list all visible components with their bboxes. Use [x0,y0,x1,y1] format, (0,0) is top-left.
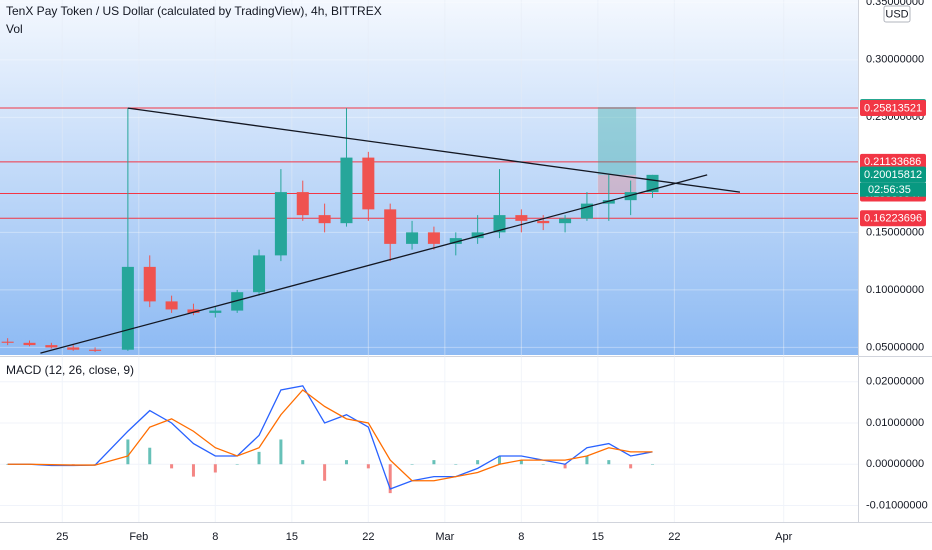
candle-body [559,218,572,224]
main-pane [0,0,858,355]
x-tick-label: Mar [435,531,454,543]
chart-title: TenX Pay Token / US Dollar (calculated b… [6,4,382,18]
price-tag-label: 0.16223696 [864,213,922,225]
macd-line [7,389,653,482]
macd-line [7,385,653,490]
x-tick-label: Feb [129,531,148,543]
candle-body [67,347,80,350]
price-tag-label: 0.21133686 [864,156,921,168]
x-tick-label: Apr [775,531,792,543]
price-tag [860,166,926,183]
candle-body [471,232,484,239]
macd-histogram-bar [279,439,283,465]
x-tick-label: 8 [518,531,524,543]
y-tick-label: 0.35000000 [866,0,924,8]
candle-body [493,215,506,233]
candle-body [45,345,58,348]
macd-tick-label: 0.00000000 [866,458,924,470]
currency-box[interactable] [883,5,911,23]
price-tag [860,153,926,170]
candle-body [340,157,353,224]
candle-body [187,309,200,313]
x-tick-label: 15 [286,531,298,543]
macd-histogram-bar [651,464,655,465]
macd-histogram-bar [497,455,501,465]
macd-histogram-bar [410,464,414,465]
candle-body [1,341,14,343]
candle-body [23,342,36,346]
macd-tick-label: 0.02000000 [866,376,924,388]
candle-body [602,200,615,204]
candle-body [274,192,287,256]
candle-body [253,255,266,293]
trendline [40,174,708,354]
countdown-box [860,182,926,197]
candle-body [384,209,397,244]
macd-histogram-bar [629,464,633,469]
macd-histogram-bar [366,464,370,469]
macd-histogram-bar [563,464,567,469]
trendline [127,107,741,193]
price-tag-label: 0.20015812 [864,169,922,181]
candle-body [406,232,419,244]
price-tag [860,210,926,227]
macd-histogram-bar [301,460,305,465]
plot [0,0,858,522]
x-tick-label: 25 [56,531,68,543]
macd-histogram-bar [126,439,130,465]
y-tick-label: 0.15000000 [866,226,924,238]
macd-histogram-bar [432,460,436,465]
macd-pane [0,358,858,522]
macd-histogram-bar [454,464,458,465]
macd-histogram-bar [323,464,327,481]
candle-body [449,238,462,244]
x-tick-label: 22 [668,531,680,543]
macd-histogram-bar [585,455,589,465]
candle-body [296,192,309,216]
x-tick-label: 15 [592,531,604,543]
candle-body [318,215,331,224]
y-tick-label: 0.10000000 [866,284,924,296]
countdown: 02:56:35 [868,184,911,196]
candle-body [537,220,550,224]
macd-histogram-bar [541,464,545,465]
volume-label: Vol [6,22,23,36]
macd-title: MACD (12, 26, close, 9) [6,363,134,377]
y-tick-label: 0.05000000 [866,341,924,353]
stop-zone [597,174,637,194]
candle-body [515,215,528,221]
candle-body [209,310,222,313]
candle-body [121,266,134,350]
macd-histogram-bar [388,464,392,494]
macd-histogram-bar [607,460,611,465]
price-tag-label: 0.25813521 [864,102,922,114]
y-tick-label: 0.30000000 [866,54,924,66]
macd-tick-label: -0.01000000 [866,499,928,511]
price-tag [860,99,926,116]
x-tick-label: 8 [212,531,218,543]
target-zone [597,107,637,175]
macd-tick-label: 0.01000000 [866,417,924,429]
macd-histogram-bar [519,460,523,465]
macd-histogram-bar [170,464,174,469]
candle-body [231,292,244,311]
currency[interactable]: USD [885,8,908,20]
macd-histogram-bar [235,464,239,465]
candle-body [165,301,178,310]
macd-histogram-bar [213,464,217,473]
candle-body [362,157,375,210]
macd-histogram-bar [148,447,152,465]
candle-body [89,349,102,351]
candle-body [624,192,637,201]
candle-body [427,232,440,244]
macd-histogram-bar [191,464,195,477]
macd-histogram-bar [257,451,261,465]
x-tick-label: 22 [362,531,374,543]
macd-histogram-bar [344,460,348,465]
candle-body [143,266,156,302]
macd-histogram-bar [476,460,480,465]
